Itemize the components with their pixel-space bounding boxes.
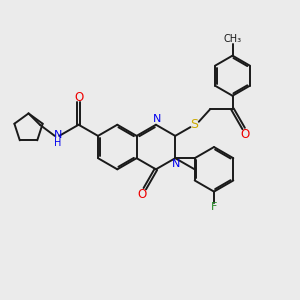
Text: H: H xyxy=(54,138,62,148)
Text: F: F xyxy=(211,202,217,212)
Text: O: O xyxy=(137,188,146,201)
Text: N: N xyxy=(153,114,161,124)
Text: N: N xyxy=(53,130,62,140)
Text: O: O xyxy=(241,128,250,141)
Text: CH₃: CH₃ xyxy=(224,34,242,44)
Text: S: S xyxy=(190,118,199,131)
Text: N: N xyxy=(172,158,180,169)
Text: O: O xyxy=(74,91,83,103)
